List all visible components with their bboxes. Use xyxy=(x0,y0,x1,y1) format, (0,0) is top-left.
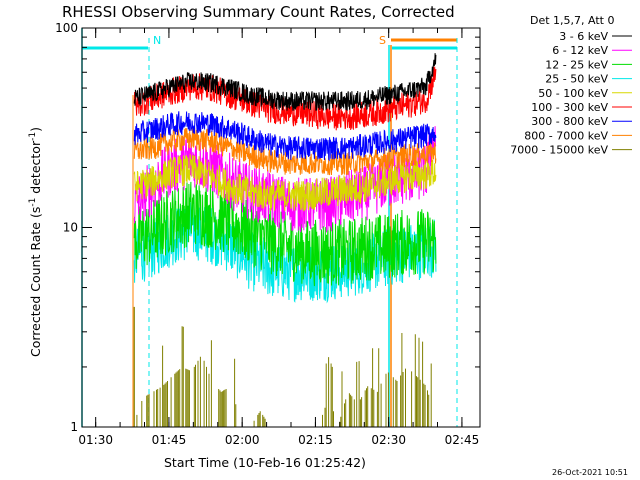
legend-label-4: 50 - 100 keV xyxy=(538,87,608,100)
legend-label-0: 3 - 6 keV xyxy=(559,30,608,43)
x-tick-label-2: 02:00 xyxy=(225,433,260,447)
axes: 1 10 100 01:30 01:45 02:00 02:15 02:30 02:45 xyxy=(55,21,481,447)
chart-title: RHESSI Observing Summary Count Rates, Co… xyxy=(62,3,455,21)
legend-label-5: 100 - 300 keV xyxy=(531,101,608,114)
x-tick-label-4: 02:30 xyxy=(371,433,406,447)
series-50-100-kev xyxy=(133,154,437,212)
series-7000-15000kev xyxy=(136,326,432,427)
y-axis-label-part: detector xyxy=(28,140,43,198)
y-axis-label-part: ) xyxy=(28,127,43,132)
x-tick-label-5: 02:45 xyxy=(445,433,480,447)
y-axis-label-part: Corrected Count Rate (s xyxy=(28,207,43,357)
y-axis-label: Corrected Count Rate (s-1 detector-1) xyxy=(28,127,43,357)
y-axis-label-part: -1 xyxy=(28,132,38,141)
series-3-6-kev xyxy=(133,53,437,111)
legend-label-7: 800 - 7000 keV xyxy=(524,129,608,142)
series-300-800-kev xyxy=(133,111,437,162)
x-tick-label-1: 01:45 xyxy=(152,433,187,447)
x-axis-label: Start Time (10-Feb-16 01:25:42) xyxy=(164,455,366,470)
y-tick-label-1: 1 xyxy=(70,420,78,434)
legend-label-8: 7000 - 15000 keV xyxy=(510,144,608,157)
y-axis-label-part: -1 xyxy=(28,198,38,207)
legend-header: Det 1,5,7, Att 0 xyxy=(530,14,614,27)
timestamp: 26-Oct-2021 10:51 xyxy=(552,468,628,477)
marker-label-N: N xyxy=(153,34,161,47)
legend-label-3: 25 - 50 keV xyxy=(545,73,608,86)
y-tick-label-10: 10 xyxy=(63,221,78,235)
legend-label-6: 300 - 800 keV xyxy=(531,115,608,128)
series-100-300-kev xyxy=(133,66,437,131)
x-tick-label-3: 02:15 xyxy=(298,433,333,447)
y-tick-label-100: 100 xyxy=(55,21,78,35)
legend-label-2: 12 - 25 keV xyxy=(545,58,608,71)
x-tick-label-0: 01:30 xyxy=(78,433,113,447)
marker-label-S: S xyxy=(379,34,386,47)
series-800-7000-kev xyxy=(133,127,437,176)
legend-label-1: 6 - 12 keV xyxy=(552,44,608,57)
